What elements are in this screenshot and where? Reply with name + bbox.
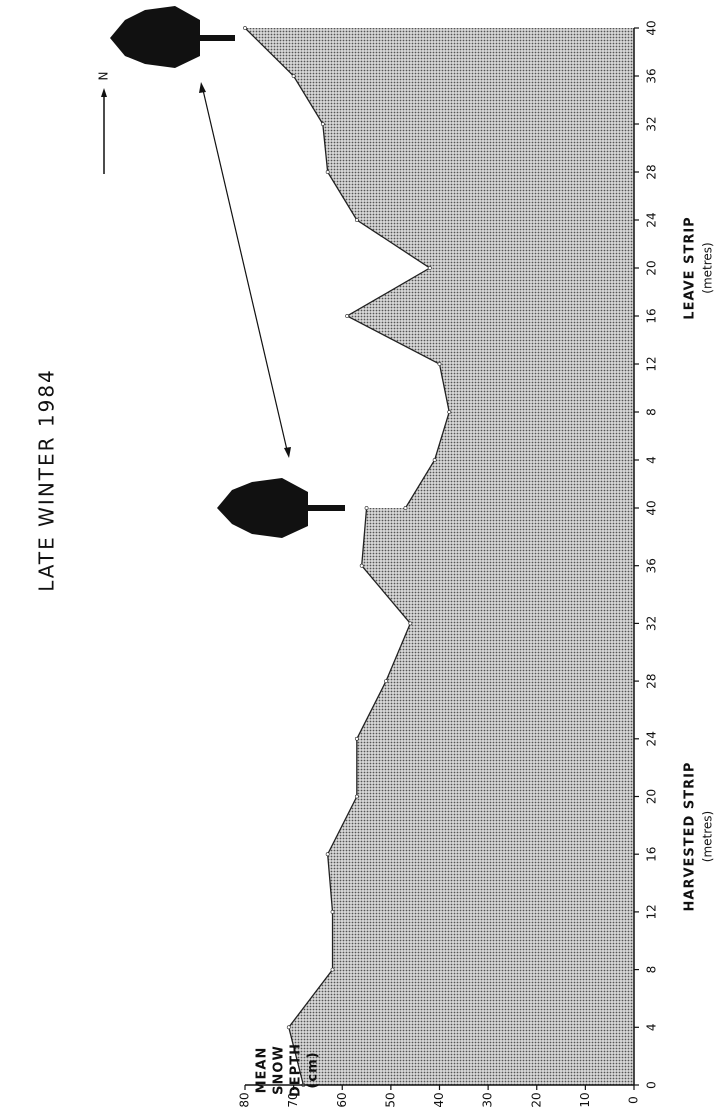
point <box>346 314 349 317</box>
point <box>409 622 412 625</box>
y-tick-label: 40 <box>432 1092 446 1107</box>
area <box>245 28 634 508</box>
span-arrow <box>199 82 291 458</box>
north-label: N <box>97 72 111 81</box>
x-tick-label: 32 <box>645 616 659 631</box>
point <box>326 170 329 173</box>
x-tick-label: 0 <box>645 1081 659 1089</box>
x-axis-unit: (metres) <box>701 242 715 293</box>
y-axis-label: SNOW <box>272 1045 287 1095</box>
x-axis-label: LEAVE STRIP <box>683 216 698 319</box>
x-tick-label: 24 <box>645 212 659 227</box>
y-tick-label: 20 <box>529 1092 543 1107</box>
x-tick-label: 8 <box>645 966 659 974</box>
point <box>384 680 387 683</box>
tree <box>110 6 235 68</box>
x-tick-label: 36 <box>645 558 659 573</box>
y-tick-label: 10 <box>578 1092 592 1107</box>
x-tick-label: 40 <box>645 500 659 515</box>
point <box>355 218 358 221</box>
x-tick-label: 8 <box>645 408 659 416</box>
x-tick-label: 20 <box>645 789 659 804</box>
y-axis-label: MEAN <box>255 1047 270 1094</box>
x-tick-label: 28 <box>645 673 659 688</box>
point <box>448 410 451 413</box>
chart-title: LATE WINTER 1984 <box>35 368 59 592</box>
point <box>326 853 329 856</box>
point <box>428 266 431 269</box>
x-tick-label: 36 <box>645 68 659 83</box>
point <box>331 968 334 971</box>
point <box>292 74 295 77</box>
y-axis-label: (cm) <box>306 1051 321 1088</box>
point <box>331 910 334 913</box>
point <box>355 795 358 798</box>
y-axis-label: DEPTH <box>289 1043 304 1097</box>
north-arrow: N <box>97 72 111 174</box>
x-tick-label: 12 <box>645 356 659 371</box>
point <box>243 26 246 29</box>
x-axis-label: HARVESTED STRIP <box>683 762 698 912</box>
point <box>360 564 363 567</box>
x-tick-label: 40 <box>645 20 659 35</box>
x-tick-label: 20 <box>645 260 659 275</box>
point <box>287 1026 290 1029</box>
x-axis-unit: (metres) <box>701 811 715 862</box>
x-tick-label: 12 <box>645 904 659 919</box>
x-tick-label: 28 <box>645 164 659 179</box>
x-tick-label: 32 <box>645 116 659 131</box>
x-tick-label: 4 <box>645 1023 659 1031</box>
x-tick-label: 4 <box>645 456 659 464</box>
y-tick-label: 0 <box>627 1096 641 1104</box>
y-tick-label: 50 <box>383 1092 397 1107</box>
chart: LATE WINTER 1984 N 01020304050607080MEAN… <box>0 0 723 1109</box>
point <box>433 458 436 461</box>
tree <box>217 478 345 538</box>
y-tick-label: 60 <box>335 1092 349 1107</box>
point <box>404 506 407 509</box>
point <box>355 737 358 740</box>
point <box>321 122 324 125</box>
y-tick-label: 30 <box>481 1092 495 1107</box>
y-tick-label: 80 <box>238 1092 252 1107</box>
x-tick-label: 16 <box>645 308 659 323</box>
x-tick-label: 24 <box>645 731 659 746</box>
point <box>438 362 441 365</box>
point <box>365 506 368 509</box>
area <box>289 508 634 1085</box>
x-tick-label: 16 <box>645 847 659 862</box>
